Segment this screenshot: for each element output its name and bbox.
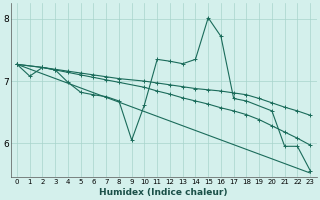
X-axis label: Humidex (Indice chaleur): Humidex (Indice chaleur) [99, 188, 228, 197]
